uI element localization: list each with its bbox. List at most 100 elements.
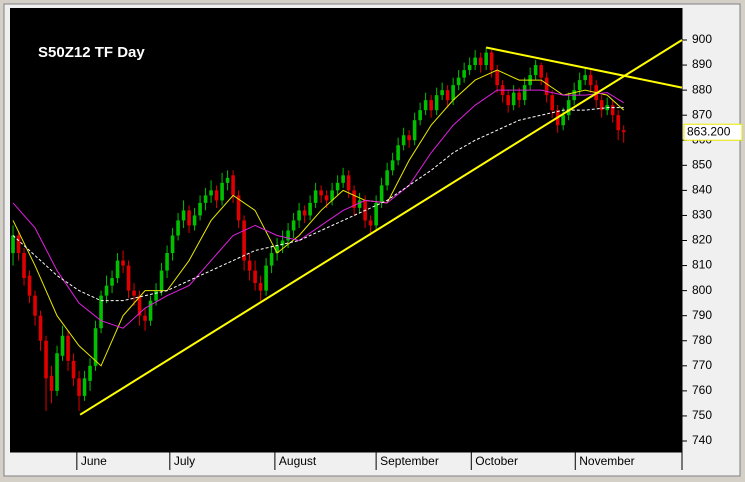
candle-body <box>467 65 472 71</box>
candle-body <box>484 52 488 66</box>
candle-body <box>561 115 565 126</box>
candle-body <box>401 135 406 146</box>
candle-body <box>203 195 208 203</box>
candle-body <box>247 260 252 271</box>
x-tick-label: July <box>174 454 195 468</box>
candle-body <box>302 210 307 216</box>
candle-body <box>539 65 543 78</box>
candle-body <box>93 328 98 366</box>
y-tick-label: 840 <box>692 183 712 197</box>
y-tick-label: 890 <box>692 57 712 71</box>
candle-body <box>434 95 439 111</box>
candle-body <box>440 90 444 96</box>
candle-body <box>357 200 362 208</box>
candle-body <box>346 175 351 191</box>
y-tick-label: 780 <box>692 333 712 347</box>
candle-body <box>280 240 285 246</box>
candle-body <box>159 270 164 291</box>
candle-body <box>209 190 213 196</box>
candle-body <box>198 202 202 216</box>
candle-body <box>225 177 230 183</box>
candle-body <box>236 195 241 221</box>
chart-title: S50Z12 TF Day <box>38 44 145 61</box>
candle-body <box>489 52 494 71</box>
candle-body <box>269 253 274 266</box>
y-tick-label: 850 <box>692 157 712 171</box>
candle-body <box>137 295 142 316</box>
candle-body <box>286 230 290 241</box>
candle-body <box>352 190 356 208</box>
candle-body <box>412 120 417 141</box>
candle-body <box>220 182 224 201</box>
candle-body <box>517 92 521 101</box>
candle-body <box>368 220 373 226</box>
candle-body <box>335 182 340 191</box>
candle-body <box>99 295 103 329</box>
candle-body <box>445 90 450 101</box>
candle-body <box>82 378 87 396</box>
candle-body <box>506 95 510 106</box>
candle-body <box>231 175 235 196</box>
candle-body <box>126 265 131 291</box>
candle-body <box>616 115 620 131</box>
candle-body <box>374 202 378 226</box>
candle-body <box>214 190 219 201</box>
candle-body <box>544 77 549 96</box>
y-tick-label: 750 <box>692 408 712 422</box>
candle-body <box>88 365 92 381</box>
candle-body <box>275 245 279 254</box>
candle-body <box>148 300 153 321</box>
candle-body <box>104 285 109 296</box>
candle-body <box>38 315 43 341</box>
candle-body <box>187 210 191 226</box>
candle-body <box>49 375 54 391</box>
y-tick-label: 760 <box>692 383 712 397</box>
candle-body <box>522 85 527 101</box>
x-tick-label: August <box>279 454 317 468</box>
candle-body <box>330 190 334 201</box>
y-tick-label: 740 <box>692 433 712 447</box>
y-tick-label: 810 <box>692 258 712 272</box>
candle-body <box>55 353 59 391</box>
candle-body <box>610 105 615 116</box>
candle-body <box>588 75 593 86</box>
y-tick-label: 880 <box>692 82 712 96</box>
y-tick-label: 830 <box>692 208 712 222</box>
candle-body <box>154 290 158 301</box>
candle-body <box>533 65 538 76</box>
candle-body <box>577 80 582 91</box>
y-tick-label: 800 <box>692 283 712 297</box>
candle-body <box>258 283 263 291</box>
trend-line <box>79 39 683 416</box>
candle-body <box>313 190 318 203</box>
candle-body <box>396 145 400 161</box>
candle-body <box>71 360 76 379</box>
candle-body <box>115 260 120 279</box>
x-tick-label: June <box>81 454 107 468</box>
candle-body <box>11 235 15 254</box>
candle-body <box>143 315 147 321</box>
x-tick-label: September <box>380 454 439 468</box>
candle-body <box>33 295 37 316</box>
candle-body <box>379 185 384 203</box>
candle-body <box>264 265 268 291</box>
candle-body <box>170 235 175 254</box>
candle-body <box>66 335 70 361</box>
candle-body <box>456 77 461 86</box>
candle-body <box>253 270 257 284</box>
y-tick-label: 820 <box>692 233 712 247</box>
x-tick-label: November <box>579 454 634 468</box>
x-tick-label: October <box>475 454 518 468</box>
candle-body <box>165 253 169 271</box>
candle-body <box>324 195 329 201</box>
candle-body <box>390 160 395 171</box>
candle-body <box>60 335 65 356</box>
candle-body <box>462 70 466 78</box>
moving-average <box>12 89 624 329</box>
trend-line <box>485 46 683 89</box>
candle-body <box>16 235 21 254</box>
y-tick-label: 770 <box>692 358 712 372</box>
candle-body <box>511 92 516 106</box>
